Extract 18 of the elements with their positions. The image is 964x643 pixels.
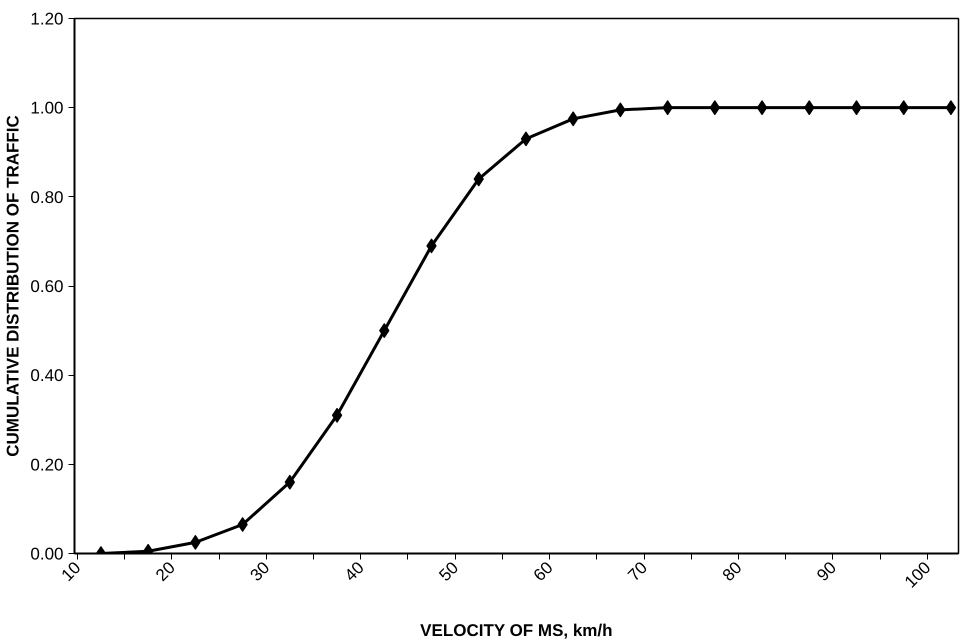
x-tick-label: 20 (152, 558, 179, 585)
x-axis-title: VELOCITY OF MS, km/h (420, 621, 613, 640)
y-tick-label: 0.80 (30, 188, 64, 207)
x-tick-label: 50 (435, 558, 462, 585)
y-tick-label: 0.00 (30, 544, 64, 564)
x-tick-label: 30 (246, 558, 274, 585)
y-tick-label: 0.20 (30, 455, 64, 474)
x-tick-label: 60 (530, 558, 557, 585)
y-tick-label: 1.20 (30, 10, 64, 28)
x-tick-label: 40 (340, 558, 368, 585)
y-axis-title: CUMULATIVE DISTRIBUTION OF TRAFFIC (3, 115, 22, 457)
x-tick-label: 100 (900, 558, 934, 592)
x-tick-label: 80 (718, 558, 746, 585)
y-tick-label: 0.40 (30, 366, 64, 386)
x-tick-label: 70 (624, 558, 652, 585)
y-tick-label: 0.60 (30, 277, 64, 296)
x-tick-label: 90 (813, 558, 840, 585)
y-tick-label: 1.00 (30, 98, 64, 118)
